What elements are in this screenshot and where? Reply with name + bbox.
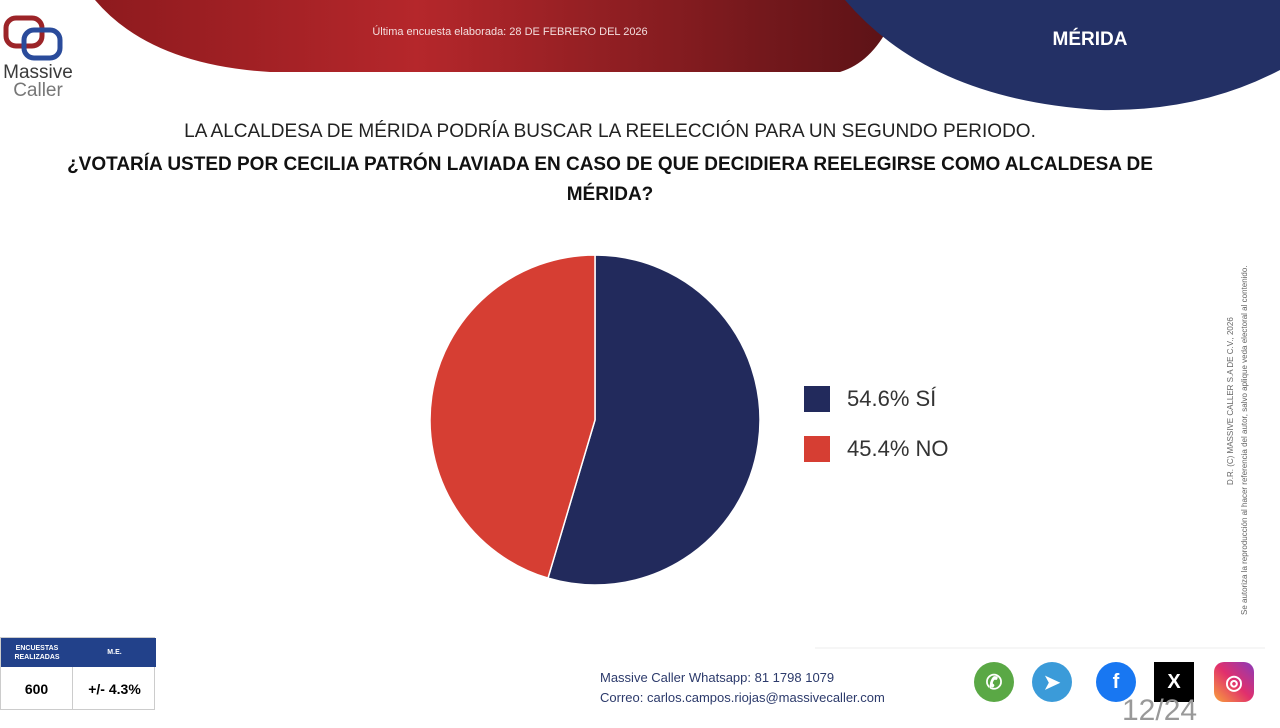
instagram-icon[interactable]: ◎ — [1214, 662, 1254, 702]
me-value: +/- 4.3% — [88, 680, 141, 697]
copyright-vertical: D.R. (C) MASSIVE CALLER S.A DE C.V., 202… — [1226, 125, 1256, 625]
legend-swatch — [804, 386, 830, 412]
telegram-icon[interactable]: ➤ — [1032, 662, 1072, 702]
red-banner — [95, 0, 900, 72]
surveys-value: 600 — [1, 667, 73, 710]
question-intro: LA ALCALDESA DE MÉRIDA PODRÍA BUSCAR LA … — [184, 121, 1036, 142]
logo-text: Massive Caller — [0, 62, 82, 101]
city-title: MÉRIDA — [1052, 29, 1128, 50]
legend-label: 54.6% SÍ — [847, 386, 937, 411]
whatsapp-contact: Massive Caller Whatsapp: 81 1798 1079 — [600, 670, 835, 685]
stats-table: ENCUESTAS REALIZADAS M.E. 600 +/- 4.3% — [0, 637, 156, 710]
email-contact: Correo: carlos.campos.riojas@massivecall… — [600, 690, 885, 705]
legend-item-si: 54.6% SÍ — [804, 386, 936, 412]
surveys-header: ENCUESTAS REALIZADAS — [1, 638, 73, 667]
reproduction-note: Se autoriza la reproducción al hacer ref… — [1240, 265, 1249, 615]
pie-chart — [429, 254, 761, 586]
logo-icon — [3, 15, 63, 61]
navy-banner — [845, 0, 1280, 111]
pie-slice-s — [547, 254, 761, 586]
page-number: 12/24 — [1122, 694, 1198, 727]
legend-label: 45.4% NO — [847, 436, 949, 461]
facebook-icon[interactable]: f — [1096, 662, 1136, 702]
legend-swatch — [804, 436, 830, 462]
survey-date: Última encuesta elaborada: 28 DE FEBRERO… — [372, 26, 648, 38]
contact-info: Massive Caller Whatsapp: 81 1798 1079 Co… — [600, 668, 885, 708]
logo-line1: Massive — [3, 62, 73, 83]
legend-item-no: 45.4% NO — [804, 436, 949, 462]
me-header: M.E. — [73, 638, 156, 667]
copyright-text: D.R. (C) MASSIVE CALLER S.A DE C.V., 202… — [1226, 317, 1235, 485]
pie-slice-no — [429, 254, 596, 580]
whatsapp-icon[interactable]: ✆ — [974, 662, 1014, 702]
x-icon[interactable]: X — [1154, 662, 1194, 702]
question-text: ¿VOTARÍA USTED POR CECILIA PATRÓN LAVIAD… — [67, 154, 1153, 205]
logo-line2: Caller — [13, 80, 63, 101]
